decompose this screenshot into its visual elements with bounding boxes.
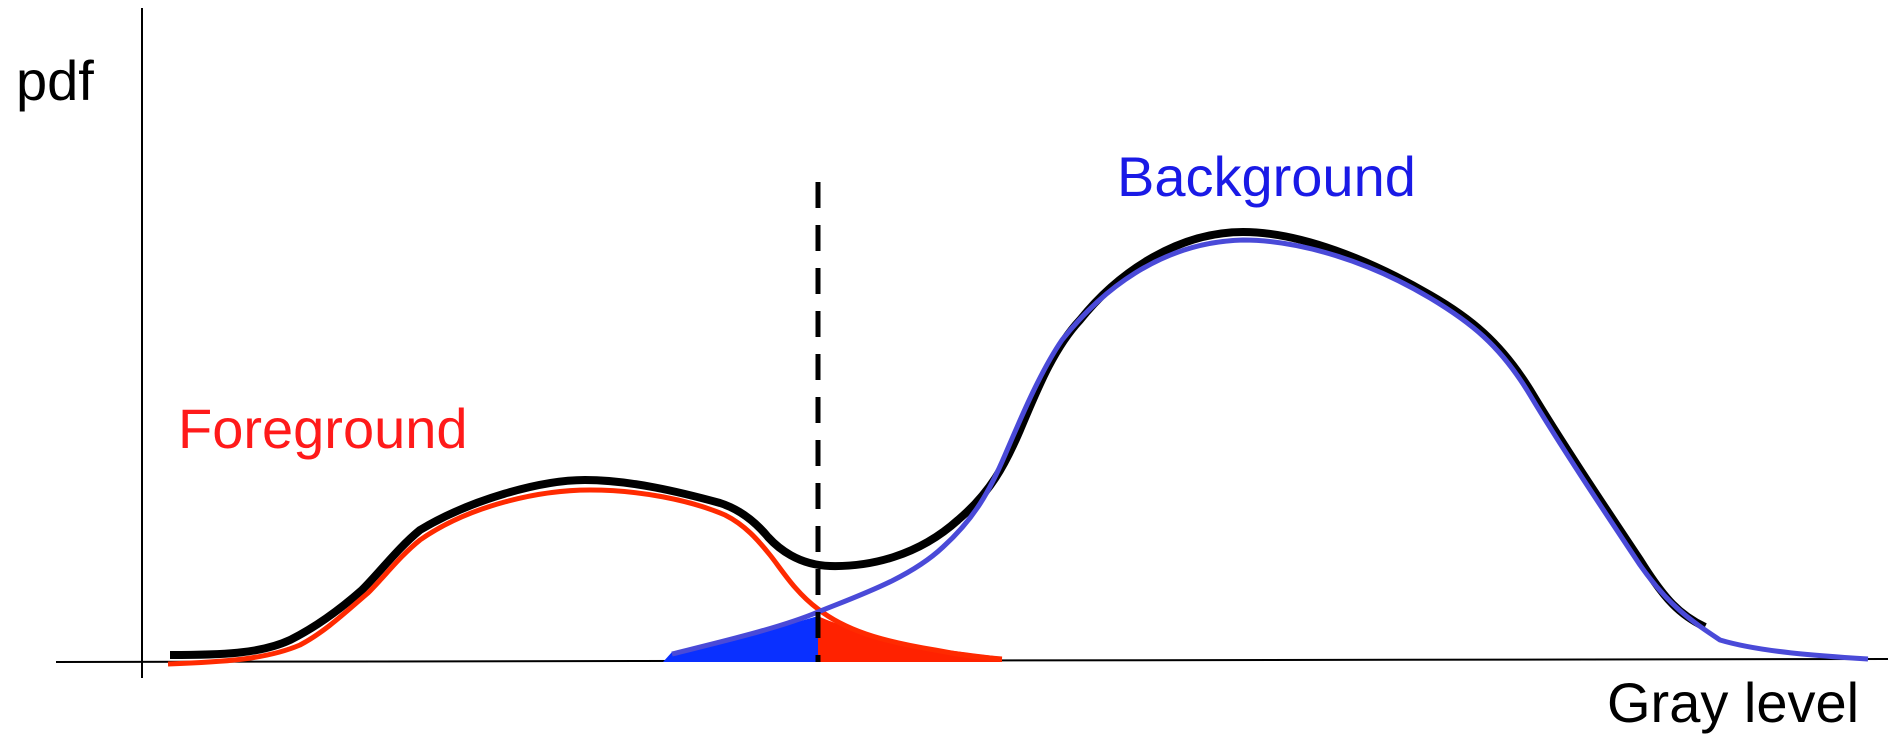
combined-pdf-curve: [169, 228, 1707, 659]
x-axis-label: Gray level: [1607, 671, 1859, 734]
foreground-label: Foreground: [178, 397, 468, 460]
foreground-pdf-curve: [167, 487, 1003, 667]
foreground-error-area: [818, 616, 1002, 662]
background-label: Background: [1117, 145, 1416, 208]
y-axis-label: pdf: [16, 49, 94, 112]
background-pdf-curve: [671, 237, 1869, 662]
